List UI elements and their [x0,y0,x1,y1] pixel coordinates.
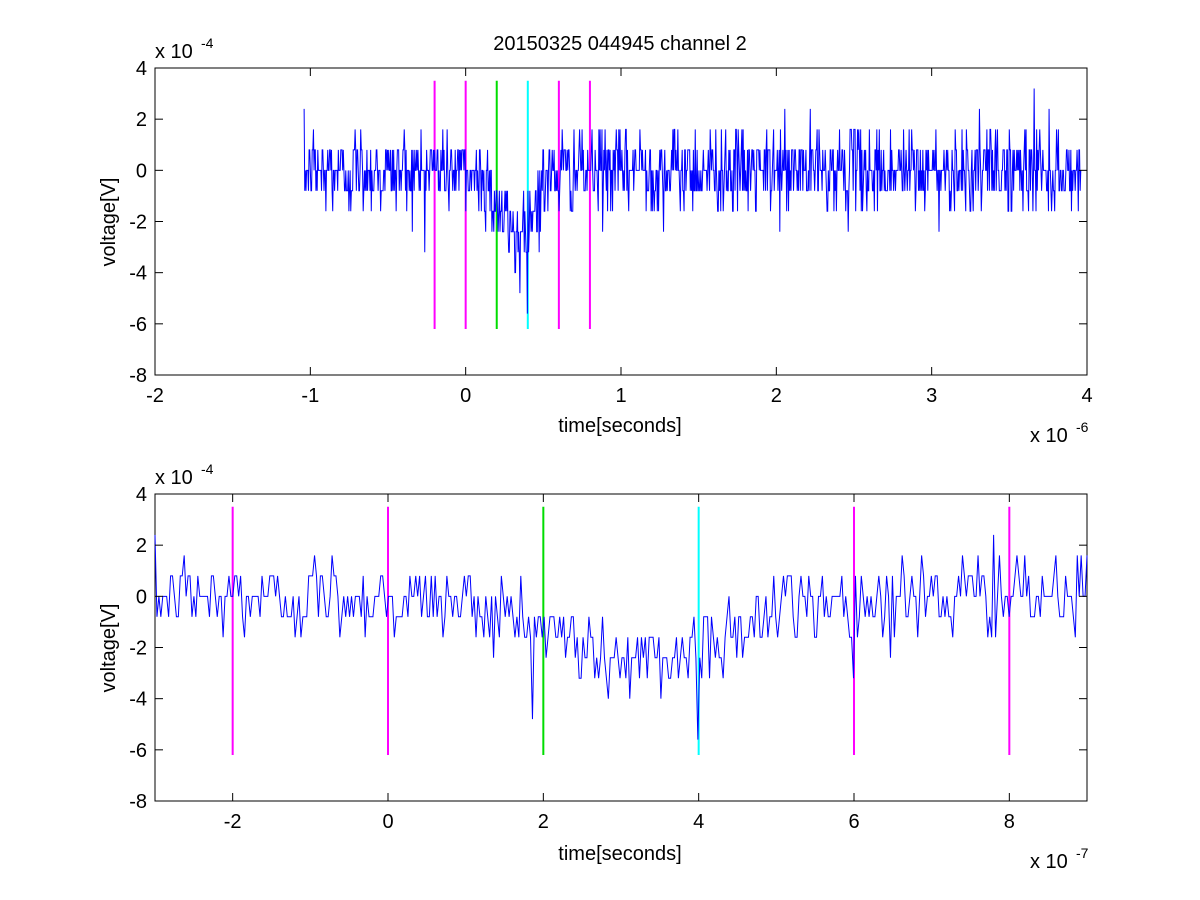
bottom-x-tick-label-1: 0 [382,811,393,833]
bottom-y-ticks: -8 -6 -4 -2 0 2 4 [129,484,1087,813]
top-x-tick-label-0: -2 [146,385,164,407]
top-y-axis-label: voltage[V] [98,178,120,267]
bottom-x-exponent-base: x 10 [1030,851,1068,873]
bottom-x-tick-label-0: -2 [224,811,242,833]
top-x-tick-label-4: 2 [771,385,782,407]
top-y-tick-label-6: 4 [136,58,147,80]
top-y-tick-label-5: 2 [136,109,147,131]
bottom-y-exponent: -4 [201,461,214,477]
bottom-x-exponent: -7 [1076,845,1089,861]
top-voltage-trace-0 [303,88,1082,314]
bottom-y-tick-label-0: -8 [129,791,147,813]
top-x-ticks: -2 -1 0 1 2 3 4 [146,68,1093,407]
top-y-exponent: -4 [201,35,214,51]
bottom-x-ticks: -2 0 2 4 6 8 [224,494,1015,833]
bottom-y-tick-label-4: 0 [136,586,147,608]
top-x-exponent-base: x 10 [1030,425,1068,447]
bottom-series-group [154,534,1088,740]
bottom-y-tick-label-6: 4 [136,484,147,506]
top-y-tick-label-3: -2 [129,212,147,234]
top-y-tick-label-0: -8 [129,365,147,387]
chart-title: 20150325 044945 channel 2 [493,33,747,55]
top-x-axis-label: time[seconds] [558,415,681,437]
top-plot-frame [154,67,1088,376]
bottom-y-tick-label-2: -4 [129,689,147,711]
top-y-tick-label-1: -6 [129,314,147,336]
bottom-x-tick-label-3: 4 [693,811,704,833]
bottom-y-tick-label-3: -2 [129,638,147,660]
top-x-tick-label-6: 4 [1081,385,1092,407]
top-y-exponent-base: x 10 [155,41,193,63]
bottom-x-tick-label-5: 8 [1004,811,1015,833]
bottom-y-exponent-base: x 10 [155,467,193,489]
bottom-plot-frame [154,493,1088,802]
top-x-exponent: -6 [1076,419,1089,435]
top-x-tick-label-1: -1 [301,385,319,407]
bottom-x-tick-label-4: 6 [848,811,859,833]
bottom-x-axis-label: time[seconds] [558,843,681,865]
bottom-y-tick-label-1: -6 [129,740,147,762]
top-axes: 20150325 044945 channel 2 -2 -1 0 1 2 3 4 -8 -6… [98,33,1093,447]
top-x-tick-label-5: 3 [926,385,937,407]
top-marker-lines [433,80,591,329]
bottom-marker-lines [231,506,1011,755]
bottom-x-tick-label-2: 2 [538,811,549,833]
bottom-axes: -2 0 2 4 6 8 -8 -6 -4 -2 0 2 4 time[seconds] voltag… [98,461,1089,873]
top-y-tick-label-2: -4 [129,263,147,285]
top-y-ticks: -8 -6 -4 -2 0 2 4 [129,58,1087,387]
top-y-tick-label-4: 0 [136,160,147,182]
bottom-voltage-trace-0 [154,534,1088,740]
top-x-tick-label-3: 1 [615,385,626,407]
top-series-group [303,88,1082,314]
bottom-y-axis-label: voltage[V] [98,604,120,693]
bottom-y-tick-label-5: 2 [136,535,147,557]
top-x-tick-label-2: 0 [460,385,471,407]
